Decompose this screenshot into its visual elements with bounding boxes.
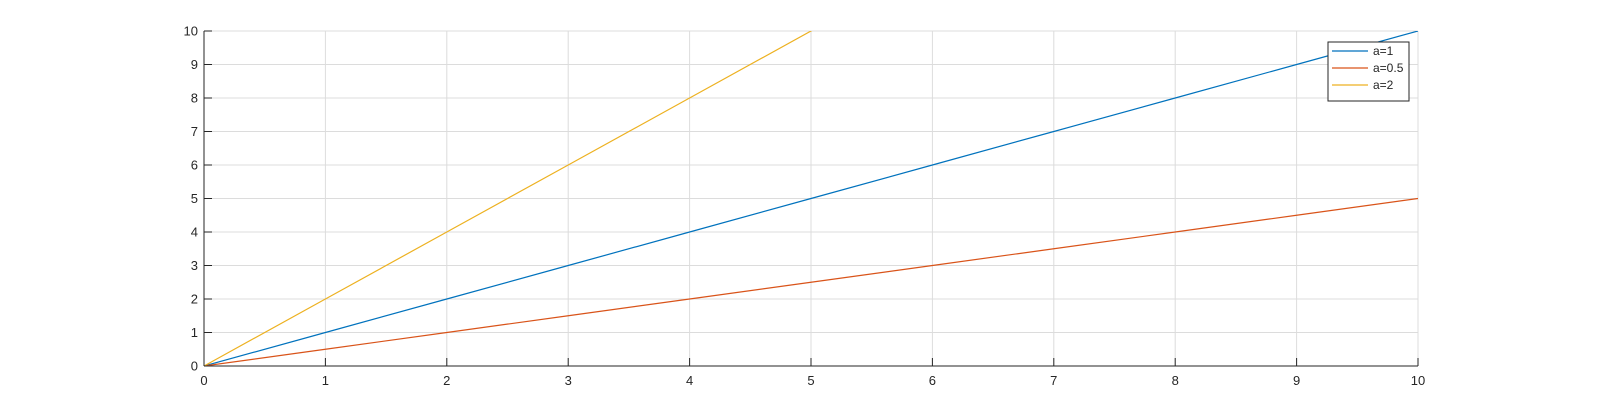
y-tick-label: 6 [191, 158, 198, 173]
y-tick-label: 1 [191, 325, 198, 340]
y-tick-label: 2 [191, 292, 198, 307]
y-tick-label: 8 [191, 91, 198, 106]
x-tick-label: 1 [322, 373, 329, 388]
x-tick-label: 9 [1293, 373, 1300, 388]
y-tick-label: 10 [184, 24, 198, 39]
y-tick-label: 3 [191, 258, 198, 273]
series-line-a-0-5 [204, 197, 1418, 366]
y-tick-label: 4 [191, 225, 198, 240]
x-tick-label: 10 [1411, 373, 1425, 388]
x-tick-label: 5 [807, 373, 814, 388]
legend-label: a=0.5 [1373, 61, 1404, 75]
y-tick-label: 9 [191, 57, 198, 72]
series-line-a-1 [204, 31, 1418, 366]
y-tick-label: 0 [191, 359, 198, 374]
series-line-a-2 [204, 31, 813, 366]
y-tick-label: 7 [191, 124, 198, 139]
x-tick-label: 2 [443, 373, 450, 388]
x-tick-label: 7 [1050, 373, 1057, 388]
series-layer [204, 31, 1418, 366]
x-tick-label: 8 [1172, 373, 1179, 388]
y-tick-label: 5 [191, 191, 198, 206]
axes: 0 1 2 3 4 5 6 7 8 9 10 0 1 2 3 4 5 6 7 8 9 10 [184, 24, 1426, 389]
legend: a=1 a=0.5 a=2 [1327, 41, 1410, 102]
x-tick-label: 4 [686, 373, 693, 388]
x-tick-label: 3 [565, 373, 572, 388]
legend-label: a=1 [1373, 44, 1394, 58]
legend-box [1327, 41, 1410, 102]
x-tick-label: 6 [929, 373, 936, 388]
legend-label: a=2 [1373, 78, 1394, 92]
x-tick-label: 0 [200, 373, 207, 388]
